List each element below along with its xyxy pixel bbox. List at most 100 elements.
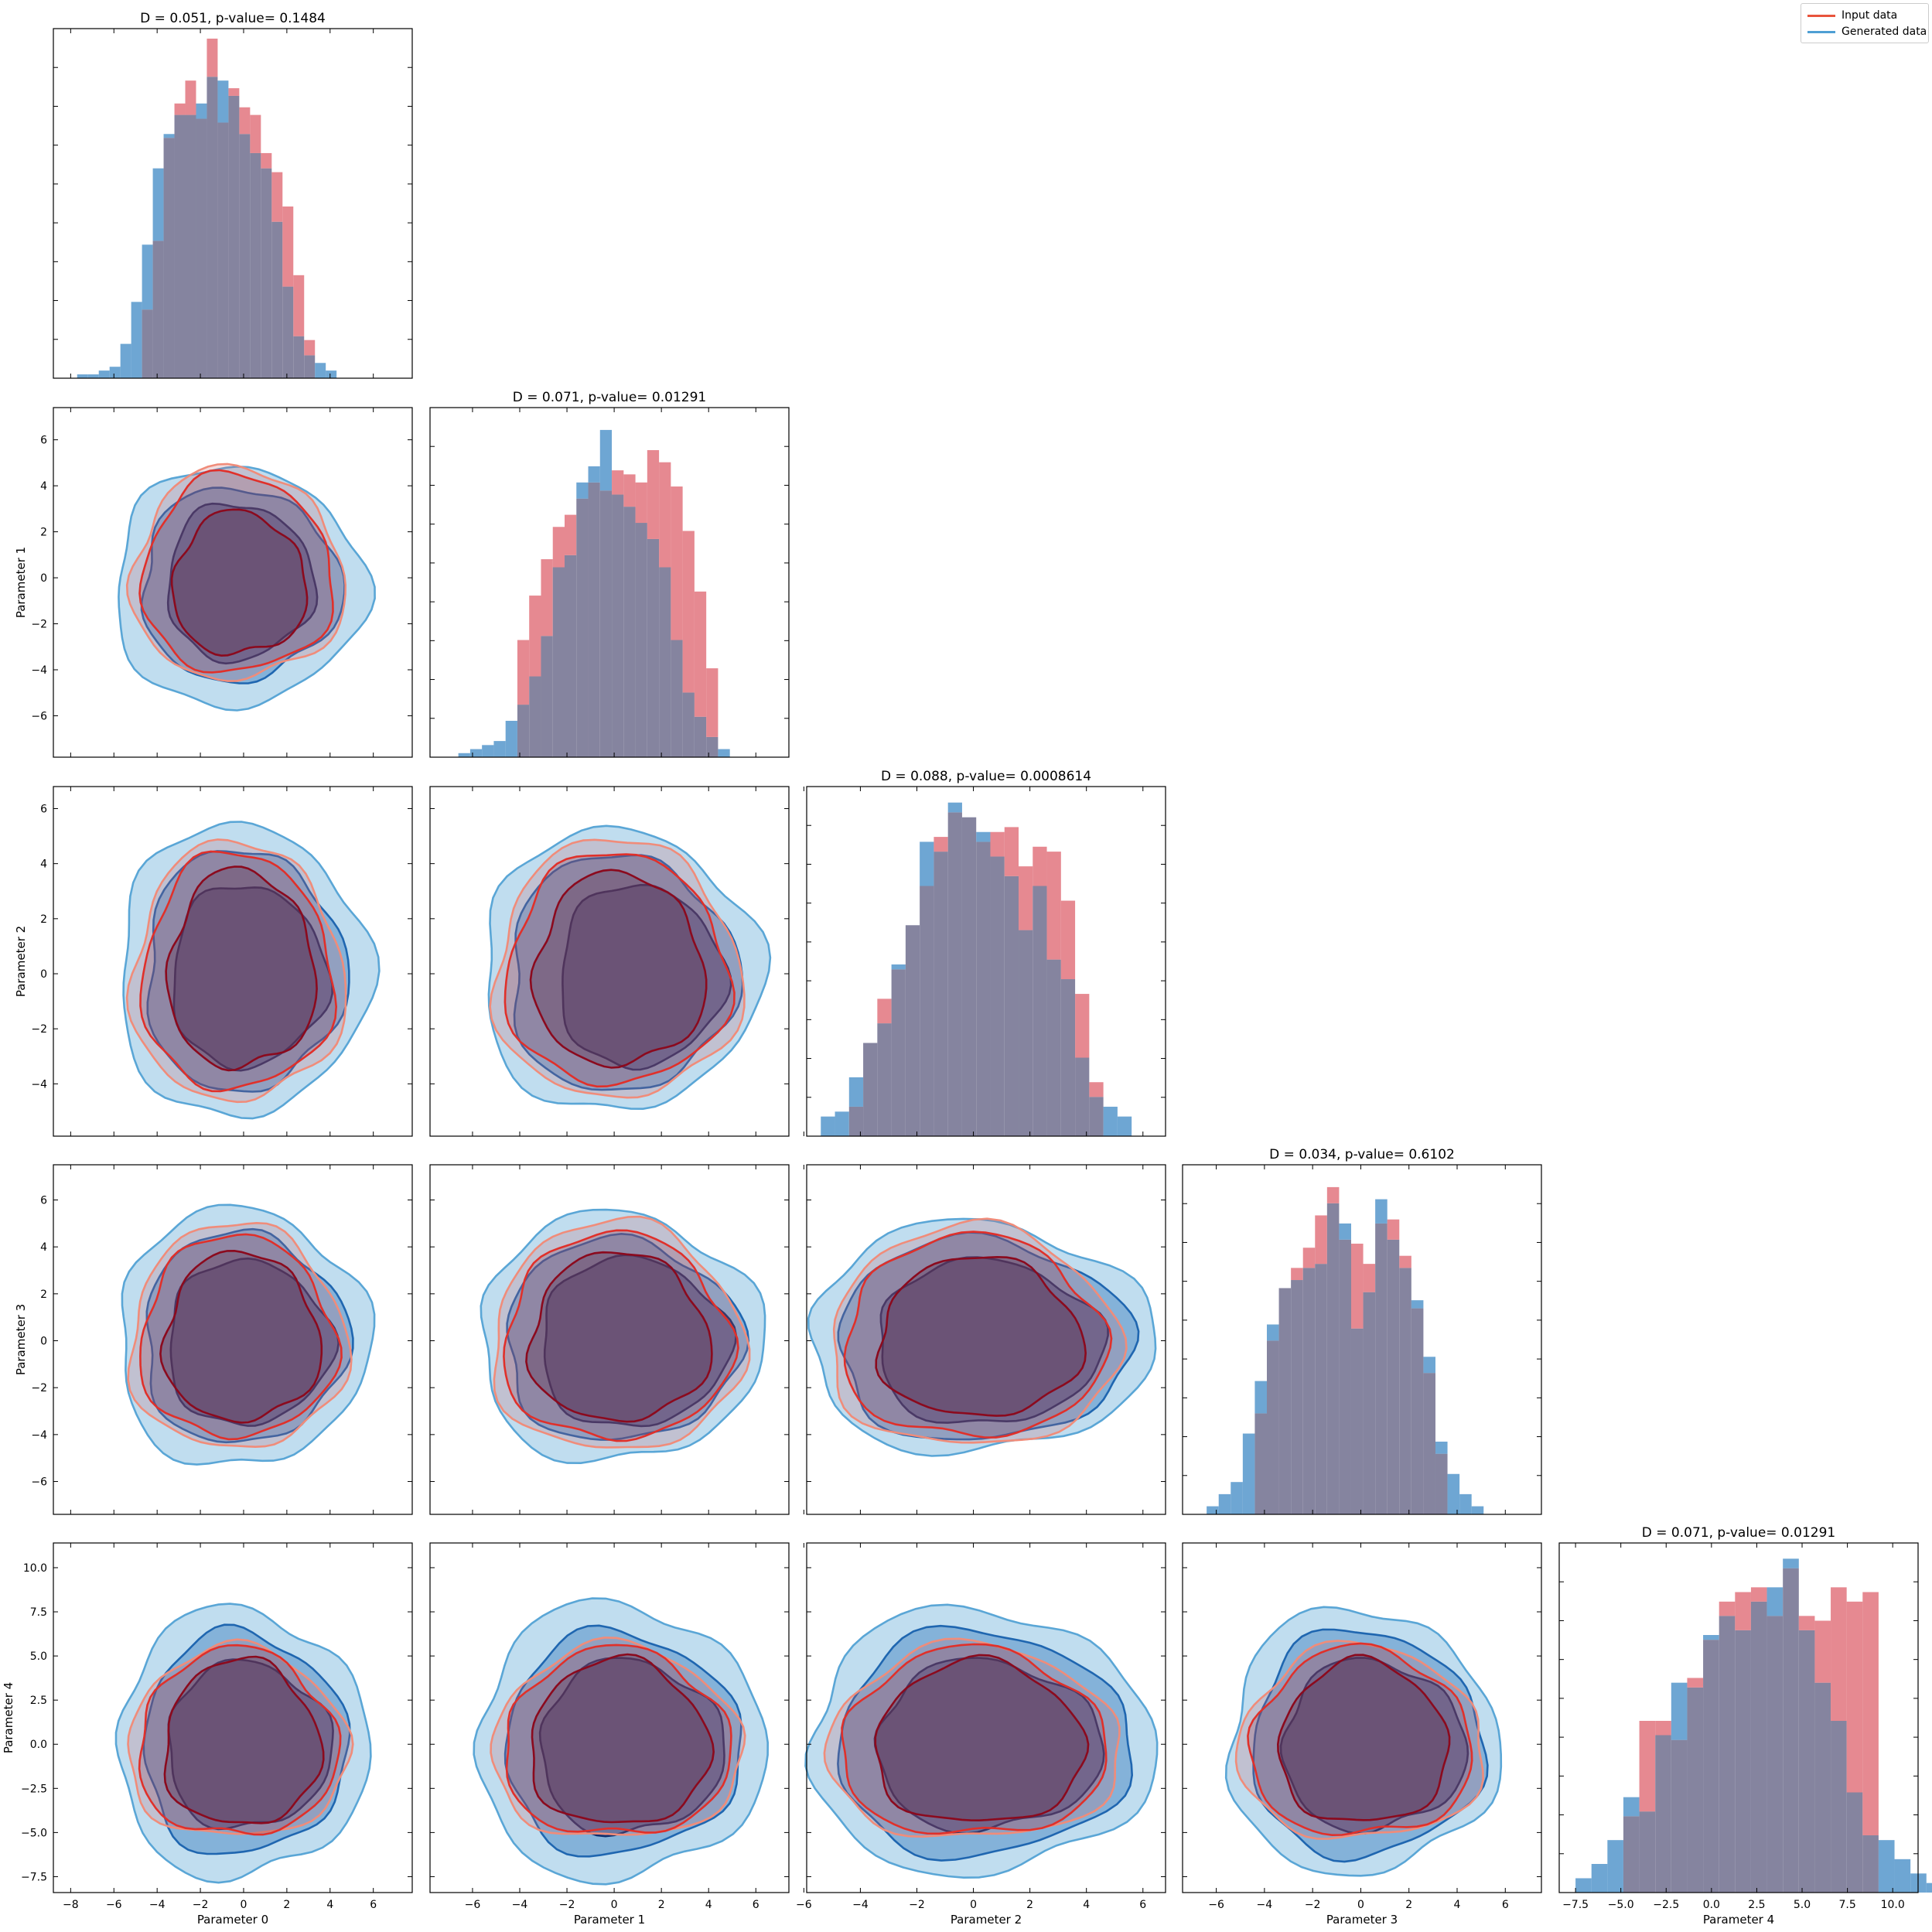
y-tick-label: −7.5 bbox=[21, 1871, 47, 1883]
hist-bar-input bbox=[635, 482, 647, 524]
hist-bar-overlap bbox=[976, 841, 991, 1136]
hist-bar-overlap bbox=[152, 241, 164, 378]
hist-bar-overlap bbox=[304, 355, 316, 378]
hist-bar-generated bbox=[1623, 1797, 1640, 1817]
hist-bar-overlap bbox=[541, 636, 553, 757]
y-tick-label: −4 bbox=[31, 1429, 47, 1442]
x-tick-label: 0 bbox=[1357, 1899, 1364, 1911]
x-axis-label-0: Parameter 0 bbox=[197, 1913, 268, 1927]
hist-bar-overlap bbox=[217, 122, 229, 378]
input-contour-level-3 bbox=[525, 1251, 713, 1423]
input-contour-level-2 bbox=[841, 1643, 1108, 1835]
hist-bar-input bbox=[1399, 1255, 1411, 1268]
hist-bar-overlap bbox=[599, 490, 613, 757]
hist-bar-overlap bbox=[1671, 1739, 1688, 1893]
hist-bar-generated bbox=[458, 753, 470, 757]
hist-bar-input bbox=[1033, 846, 1047, 886]
hist-bar-overlap bbox=[1302, 1268, 1316, 1514]
hist-bar-overlap bbox=[1004, 876, 1019, 1136]
hist-bar-input bbox=[207, 38, 218, 77]
hist-bar-overlap bbox=[1435, 1453, 1448, 1514]
hist-bar-generated bbox=[1103, 1106, 1118, 1136]
y-tick-label: 0 bbox=[40, 968, 47, 981]
hist-bar-input bbox=[261, 152, 272, 169]
hist-bar-input bbox=[1750, 1587, 1767, 1602]
hist-bar-overlap bbox=[647, 538, 660, 757]
hist-bar-generated bbox=[196, 103, 207, 119]
x-tick-label: −4 bbox=[1257, 1899, 1273, 1911]
x-tick-label: 2 bbox=[658, 1899, 665, 1911]
y-tick-label: 6 bbox=[40, 1195, 47, 1207]
contour-panel-0-4: −8 −6 −4 −2 0 2 4 6 −7.5 −5.0 −2.5 0.0 2.5 5.0 7.5 10.0 bbox=[21, 1543, 412, 1911]
hist-bar-overlap bbox=[1266, 1340, 1279, 1514]
hist-bar-input bbox=[228, 88, 240, 96]
x-tick-label: −4 bbox=[149, 1899, 166, 1911]
hist-bar-overlap bbox=[706, 736, 719, 757]
hist-bar-generated bbox=[1266, 1324, 1279, 1341]
contour-panel-0-3: −6 −4 −2 0 2 4 6 bbox=[31, 1165, 412, 1514]
y-tick-label: 0.0 bbox=[30, 1739, 47, 1751]
x-axis-label-3: Parameter 3 bbox=[1326, 1913, 1398, 1927]
hist-bar-overlap bbox=[1783, 1568, 1799, 1893]
hist-bar-input bbox=[174, 103, 186, 115]
hist-bar-input bbox=[304, 340, 316, 356]
hist-bar-input bbox=[185, 80, 196, 115]
contour-frame-2-3 bbox=[806, 1164, 1166, 1515]
hist-bar-overlap bbox=[207, 77, 218, 379]
hist-bar-input bbox=[934, 837, 948, 852]
hist-bar-overlap bbox=[228, 95, 240, 378]
y-tick-label: 4 bbox=[40, 480, 47, 493]
input-contour-level-3 bbox=[163, 1655, 325, 1824]
hist-bar-input bbox=[250, 114, 261, 153]
hist-bar-generated bbox=[1894, 1859, 1911, 1893]
contour-frame-2-4 bbox=[806, 1542, 1166, 1893]
hist-bar-generated bbox=[1471, 1506, 1484, 1514]
y-tick-label: −2 bbox=[31, 1023, 47, 1036]
input-contour-level-3 bbox=[170, 508, 309, 657]
hist-bar-input bbox=[1004, 827, 1019, 876]
input-contour-level-1 bbox=[493, 1215, 751, 1449]
hist-bar-input bbox=[612, 470, 624, 495]
hist-bar-overlap bbox=[271, 221, 283, 378]
hist-bar-overlap bbox=[635, 523, 647, 757]
input-contour-level-2 bbox=[139, 1233, 343, 1441]
legend-label-generated: Generated data bbox=[1842, 26, 1927, 38]
input-contour-level-3 bbox=[1276, 1654, 1451, 1821]
hist-bar-input bbox=[1363, 1264, 1376, 1292]
contour-frame-3-4 bbox=[1182, 1542, 1542, 1893]
hist-bar-overlap bbox=[934, 852, 948, 1136]
hist-bar-input bbox=[552, 527, 565, 568]
hist-bar-generated bbox=[718, 749, 730, 757]
hist-bar-input bbox=[1060, 900, 1076, 980]
hist-bar-overlap bbox=[576, 498, 589, 757]
hist-bar-overlap bbox=[990, 856, 1005, 1136]
hist-bar-generated bbox=[1671, 1682, 1688, 1740]
hist-bar-generated bbox=[98, 370, 110, 378]
hist-bar-overlap bbox=[863, 1043, 878, 1136]
x-tick-label: −2.5 bbox=[1653, 1899, 1679, 1911]
hist-title-1: D = 0.071, p-value= 0.01291 bbox=[513, 390, 706, 405]
contour-panel-0-2: −4 −2 0 2 4 6 bbox=[31, 787, 412, 1136]
hist-bar-generated bbox=[482, 745, 494, 757]
hist-bar-input bbox=[1089, 1082, 1104, 1097]
y-tick-label: 6 bbox=[40, 803, 47, 815]
hist-bar-generated bbox=[326, 370, 337, 378]
x-tick-label: 4 bbox=[1083, 1899, 1090, 1911]
hist-bar-input bbox=[1302, 1248, 1316, 1268]
contour-frame-0-2 bbox=[53, 786, 413, 1137]
contour-frame-0-3 bbox=[53, 1164, 413, 1515]
y-axis-label-1: Parameter 1 bbox=[14, 547, 28, 618]
hist-bar-input bbox=[239, 107, 251, 135]
hist-bar-overlap bbox=[1862, 1835, 1879, 1893]
hist-bar-input bbox=[293, 275, 305, 336]
hist-bar-input bbox=[1687, 1678, 1704, 1688]
hist-bar-input bbox=[1387, 1219, 1400, 1240]
hist-bar-generated bbox=[848, 1077, 864, 1107]
hist-bar-input bbox=[1046, 852, 1061, 960]
hist-bar-generated bbox=[1783, 1558, 1799, 1568]
x-tick-label: 2.5 bbox=[1748, 1899, 1765, 1911]
input-contour-level-1 bbox=[125, 838, 347, 1104]
x-tick-label: −2 bbox=[909, 1899, 925, 1911]
hist-bar-generated bbox=[891, 964, 906, 970]
hist-bar-generated bbox=[1423, 1357, 1435, 1374]
